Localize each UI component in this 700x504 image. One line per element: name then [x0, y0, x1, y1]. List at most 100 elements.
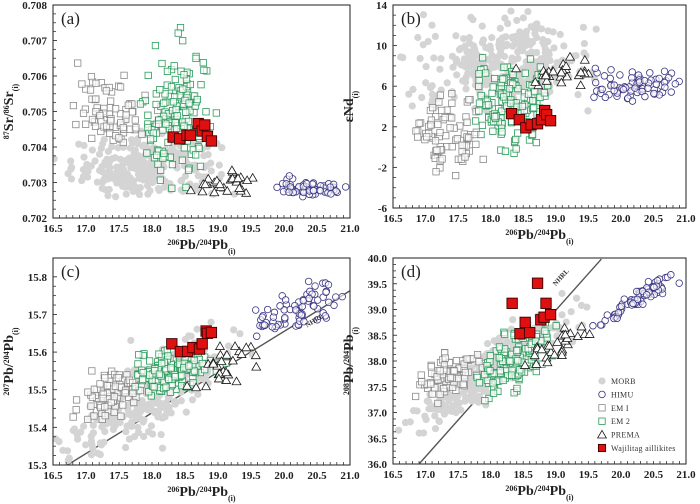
point-wajilitag	[513, 114, 525, 126]
point-morb	[526, 60, 534, 69]
point-himu	[617, 302, 626, 310]
point-wajilitag	[544, 309, 557, 321]
x-tick-label: 17.5	[109, 223, 129, 235]
point-em2	[512, 135, 520, 144]
point-prema	[529, 350, 540, 360]
point-morb	[436, 65, 444, 73]
point-em1	[441, 354, 449, 362]
point-em2	[498, 128, 506, 136]
point-morb	[478, 22, 486, 30]
point-morb	[442, 403, 450, 411]
point-em1	[87, 72, 96, 81]
point-himu	[632, 287, 641, 296]
point-prema	[242, 175, 253, 185]
point-morb	[67, 157, 75, 165]
y-tick-label: -6	[378, 203, 388, 215]
point-em2	[173, 112, 181, 120]
point-em2	[192, 54, 200, 62]
point-em2	[179, 85, 187, 93]
point-morb	[144, 175, 152, 183]
point-prema	[200, 179, 211, 189]
point-morb	[431, 32, 439, 41]
point-em2	[143, 149, 151, 157]
point-em2	[168, 160, 177, 169]
legend-marker-morb	[598, 377, 606, 385]
point-em1	[452, 171, 460, 180]
point-em1	[448, 90, 456, 98]
point-morb	[65, 454, 73, 462]
point-himu	[660, 67, 669, 76]
point-morb	[465, 48, 474, 56]
point-morb	[122, 428, 130, 436]
point-em1	[78, 80, 86, 88]
point-em1	[417, 371, 425, 379]
point-em2	[541, 327, 549, 335]
x-tick-label: 16.5	[383, 469, 403, 481]
point-em2	[475, 107, 483, 115]
point-em1	[446, 124, 454, 132]
point-em2	[513, 346, 521, 355]
point-em1	[434, 120, 442, 129]
point-prema	[575, 80, 586, 90]
point-himu	[675, 279, 683, 287]
x-tick-label: 18.5	[514, 469, 534, 481]
point-prema	[541, 75, 552, 85]
point-em2	[160, 99, 168, 107]
point-em2	[190, 367, 199, 375]
x-tick-label: 20.5	[644, 469, 664, 481]
point-morb	[425, 398, 433, 406]
point-em1	[138, 130, 146, 138]
point-em1	[74, 59, 82, 67]
point-em2	[486, 352, 494, 360]
point-himu	[629, 299, 637, 308]
point-em2	[481, 397, 489, 405]
point-em2	[182, 183, 190, 191]
point-morb	[132, 161, 140, 169]
point-morb	[67, 165, 75, 173]
point-em2	[159, 126, 167, 134]
point-prema	[544, 340, 555, 350]
plot-area	[394, 258, 683, 464]
point-em2	[496, 367, 504, 375]
point-em2	[518, 102, 526, 111]
point-morb	[550, 44, 558, 52]
point-himu	[591, 78, 600, 87]
point-prema	[208, 358, 219, 368]
x-tick-label: 17.5	[448, 469, 468, 481]
point-himu	[642, 291, 651, 299]
point-em2	[134, 360, 142, 368]
point-morb	[104, 161, 112, 169]
point-prema	[209, 187, 220, 197]
point-em1	[69, 101, 78, 110]
point-em2	[500, 93, 508, 101]
point-em2	[180, 71, 188, 79]
point-morb	[108, 155, 116, 163]
point-himu	[650, 89, 658, 98]
point-himu	[620, 295, 628, 303]
point-em2	[179, 37, 187, 45]
x-tick-label: 20.0	[611, 213, 631, 225]
point-morb	[93, 178, 101, 186]
y-tick-label: 37.5	[368, 382, 388, 394]
point-prema	[556, 350, 567, 359]
point-prema	[561, 61, 572, 70]
point-morb	[465, 39, 474, 47]
point-morb	[153, 396, 161, 404]
point-morb	[125, 435, 133, 443]
point-morb	[549, 28, 557, 36]
point-morb	[431, 425, 440, 433]
x-tick-label: 17.0	[416, 213, 436, 225]
y-axis-title: εNd(i)	[342, 90, 360, 122]
point-prema	[548, 66, 559, 76]
point-morb	[567, 308, 575, 316]
point-himu	[601, 93, 610, 102]
point-himu	[303, 180, 311, 188]
point-em2	[144, 111, 152, 119]
nhrl-label: NHRL	[551, 267, 571, 288]
point-em1	[448, 143, 456, 151]
point-morb	[452, 32, 460, 40]
point-morb	[459, 389, 467, 397]
point-morb	[584, 107, 592, 115]
point-em2	[532, 138, 540, 147]
point-morb	[469, 16, 477, 24]
